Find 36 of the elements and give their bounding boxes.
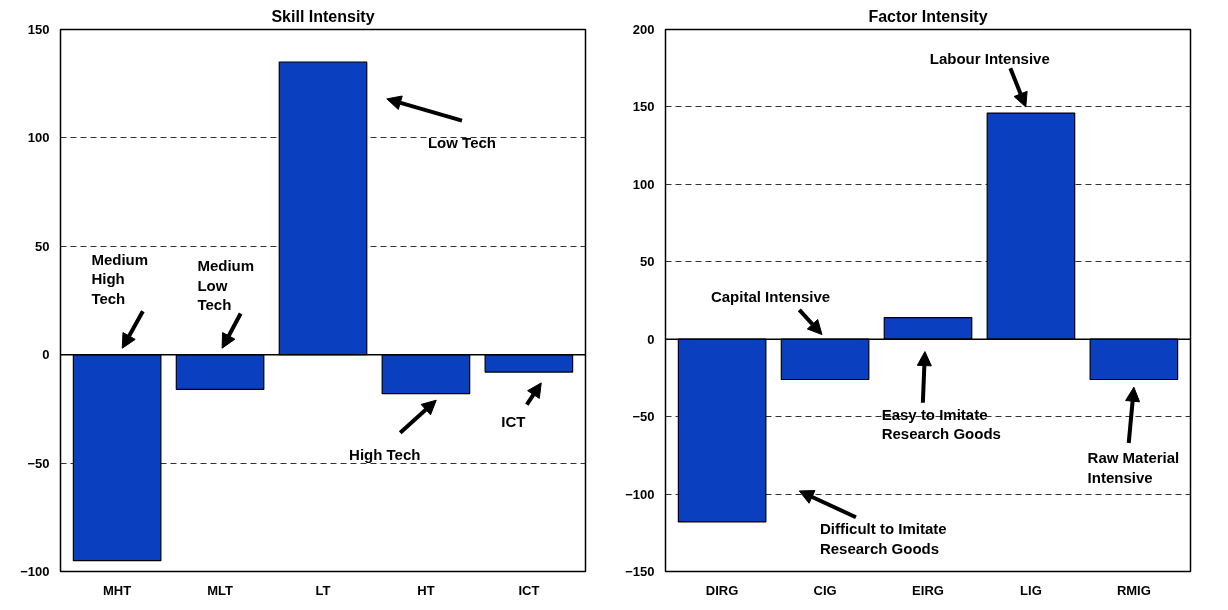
annotation: Difficult to Imitate Research Goods [819,520,947,557]
y-tick-label: 50 [640,254,655,270]
y-tick-label: 100 [632,176,655,192]
y-tick-label: −150 [625,564,655,579]
annotation: Labour Intensive [929,49,1050,67]
y-tick-label: −50 [632,409,655,425]
annotation: ICT [501,413,526,431]
annotation: Raw Material Intensive [1087,449,1180,486]
y-tick-label: 0 [647,331,655,347]
annotation: Low Tech [427,133,496,151]
x-tick-label: LIG [1020,582,1042,598]
annotation: Medium High Tech [91,250,149,307]
y-tick-label: −100 [625,486,655,502]
x-tick-label: DIRG [705,582,739,598]
x-tick-label: CIG [813,582,837,598]
y-tick-label: −50 [27,455,50,471]
x-tick-label: ICT [518,582,540,598]
y-tick-label: 150 [27,22,50,37]
y-tick-label: 0 [42,347,50,363]
x-tick-label: MLT [207,582,233,598]
y-tick-label: −100 [20,564,50,579]
x-tick-label: HT [417,582,435,598]
x-tick-label: MHT [103,582,132,598]
x-tick-label: RMIG [1116,582,1151,598]
chart-title: Factor Intensity [868,7,988,25]
y-tick-label: 50 [35,238,50,254]
annotation: Medium Low Tech [197,257,255,314]
chart-title: Skill Intensity [271,7,375,25]
x-tick-label: LT [315,582,331,598]
annotation: Easy to Imitate Research Goods [881,405,1001,443]
annotation: Capital Intensive [710,288,831,306]
y-tick-label: 200 [632,22,655,37]
x-tick-label: EIRG [912,582,944,598]
y-tick-label: 150 [632,99,655,115]
annotation: High Tech [349,445,421,463]
y-tick-label: 100 [27,130,50,146]
